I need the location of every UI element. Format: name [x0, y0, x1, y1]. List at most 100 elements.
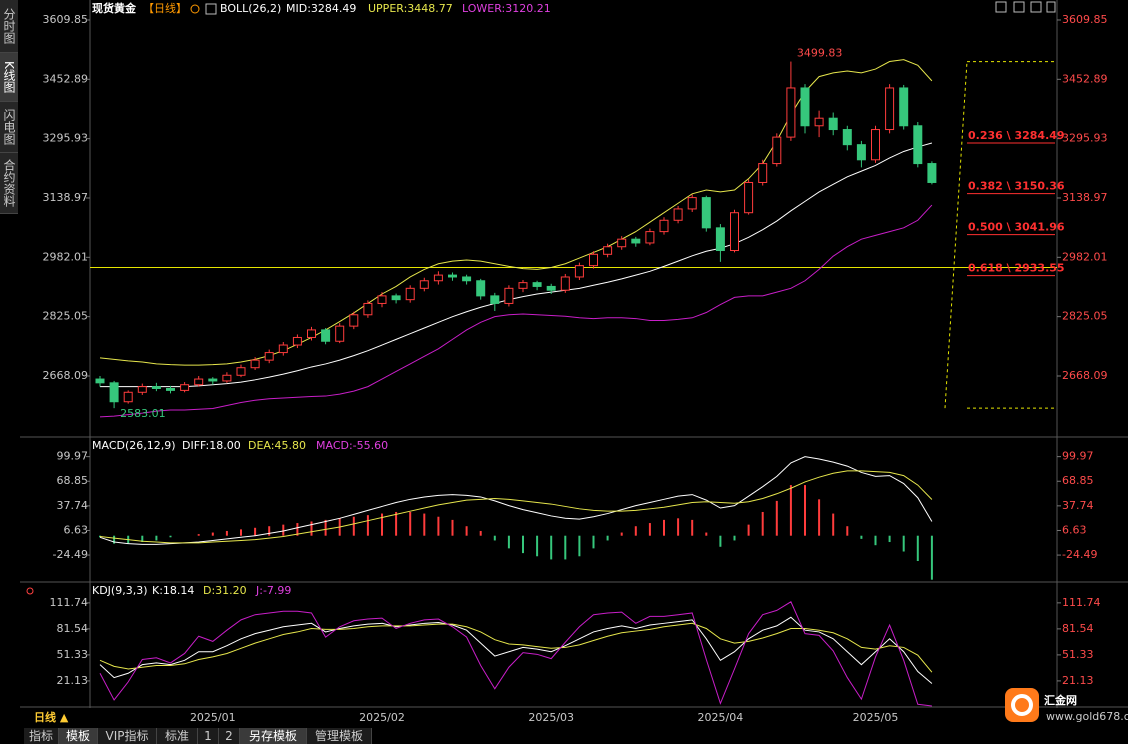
period-button[interactable]: 日线 ▲: [34, 710, 69, 724]
y-tick-label: 37.74: [1062, 499, 1094, 512]
y-tick-label: 111.74: [1062, 596, 1101, 609]
candle-body: [560, 276, 570, 291]
bottom-tab[interactable]: 2: [219, 728, 240, 744]
y-tick-label: 37.74: [57, 499, 89, 512]
y-tick-label: 2825.05: [1062, 310, 1108, 323]
candle-body: [673, 208, 683, 221]
y-tick-label: 3609.85: [1062, 13, 1108, 26]
icon[interactable]: [1046, 1, 1056, 13]
bottom-tab[interactable]: 另存模板: [240, 728, 307, 744]
annotation: 3499.83: [797, 47, 843, 60]
fib-label: 0.500 \ 3041.96: [968, 221, 1065, 234]
candle-body: [377, 295, 387, 304]
candle-body: [913, 125, 923, 165]
side-tab[interactable]: 闪电图: [0, 102, 18, 153]
icon[interactable]: [1013, 1, 1025, 13]
side-tab[interactable]: K线图: [0, 53, 18, 102]
readout: K:18.14: [152, 584, 194, 597]
candle-body: [842, 129, 852, 146]
candle-body: [885, 87, 895, 131]
annotation: 2583.01: [120, 407, 166, 420]
icon[interactable]: [205, 3, 217, 15]
y-tick-label: 3452.89: [1062, 72, 1108, 85]
bottom-tab[interactable]: VIP指标: [98, 728, 157, 744]
y-tick-label: 2982.01: [1062, 250, 1108, 263]
bottom-tab[interactable]: 模板: [59, 728, 98, 744]
y-tick-label: 2668.09: [1062, 369, 1108, 382]
candle-body: [532, 282, 542, 287]
candle-body: [659, 219, 669, 233]
candle-body: [772, 136, 782, 165]
candle-body: [250, 359, 260, 369]
candle-body: [603, 246, 613, 255]
x-tick-label: 2025/05: [853, 711, 899, 724]
candle-body: [95, 378, 105, 384]
symbol-title: 现货黄金: [92, 1, 137, 15]
candle-body: [687, 197, 697, 210]
x-tick-label: 2025/04: [698, 711, 744, 724]
indicator-line: [99, 204, 933, 418]
candle-body: [574, 265, 584, 278]
bottom-tab[interactable]: 1: [198, 728, 219, 744]
candle-body: [222, 374, 232, 382]
icon[interactable]: [995, 1, 1007, 13]
side-tab[interactable]: 合约资料: [0, 153, 18, 214]
indicator-name: KDJ(9,3,3): [92, 584, 148, 597]
indicator-line: [99, 470, 933, 544]
side-tab[interactable]: 分时图: [0, 0, 18, 53]
candle-body: [814, 117, 824, 127]
y-tick-label: 6.63: [1062, 523, 1087, 536]
bottom-tab[interactable]: 管理模板: [307, 728, 372, 744]
window-icons: [995, 1, 1056, 13]
y-tick-label: 3295.93: [1062, 132, 1108, 145]
y-tick-label: 21.13: [1062, 674, 1094, 687]
candle-body: [730, 212, 739, 252]
candle-body: [123, 391, 133, 403]
bottom-tab[interactable]: 标准: [157, 728, 198, 744]
candle-body: [800, 87, 810, 127]
bottom-tab[interactable]: 指标: [24, 728, 59, 744]
y-tick-label: 99.97: [1062, 450, 1094, 463]
candle-body: [236, 367, 246, 376]
x-tick-label: 2025/02: [359, 711, 405, 724]
candle-body: [363, 302, 373, 316]
readout: UPPER:3448.77: [368, 2, 453, 15]
y-tick-label: 3452.89: [43, 72, 89, 85]
indicator-line: [99, 456, 933, 545]
candle-body: [405, 287, 415, 301]
x-tick-label: 2025/03: [528, 711, 574, 724]
candle-body: [448, 274, 457, 278]
y-tick-label: 21.13: [57, 674, 89, 687]
y-tick-label: 81.54: [1062, 622, 1094, 635]
candle-body: [518, 282, 528, 289]
fib-diagonal: [944, 61, 968, 409]
y-tick-label: 6.63: [64, 523, 89, 536]
icon[interactable]: [190, 4, 200, 14]
readout: D:31.20: [203, 584, 247, 597]
candle-body: [617, 238, 627, 248]
candle-body: [391, 295, 401, 301]
candle-body: [476, 280, 486, 297]
candle-body: [871, 129, 880, 161]
candle-body: [546, 285, 556, 291]
candle-body: [589, 253, 598, 267]
indicator-line: [99, 601, 932, 707]
candle-body: [786, 87, 796, 138]
icon[interactable]: [1030, 1, 1042, 13]
candle-body: [744, 181, 754, 214]
x-tick-label: 2025/01: [190, 711, 236, 724]
candle-body: [349, 314, 359, 327]
candle-body: [701, 197, 711, 229]
fib-label: 0.382 \ 3150.36: [968, 180, 1065, 193]
icon[interactable]: [26, 587, 34, 595]
y-tick-label: 2668.09: [43, 369, 89, 382]
candle-body: [264, 352, 274, 361]
logo-icon: [1005, 688, 1039, 722]
indicator-name: BOLL(26,2): [220, 2, 281, 15]
candle-body: [856, 144, 866, 161]
indicator-line: [100, 142, 933, 388]
candle-body: [462, 276, 472, 282]
candle-body: [137, 386, 147, 393]
